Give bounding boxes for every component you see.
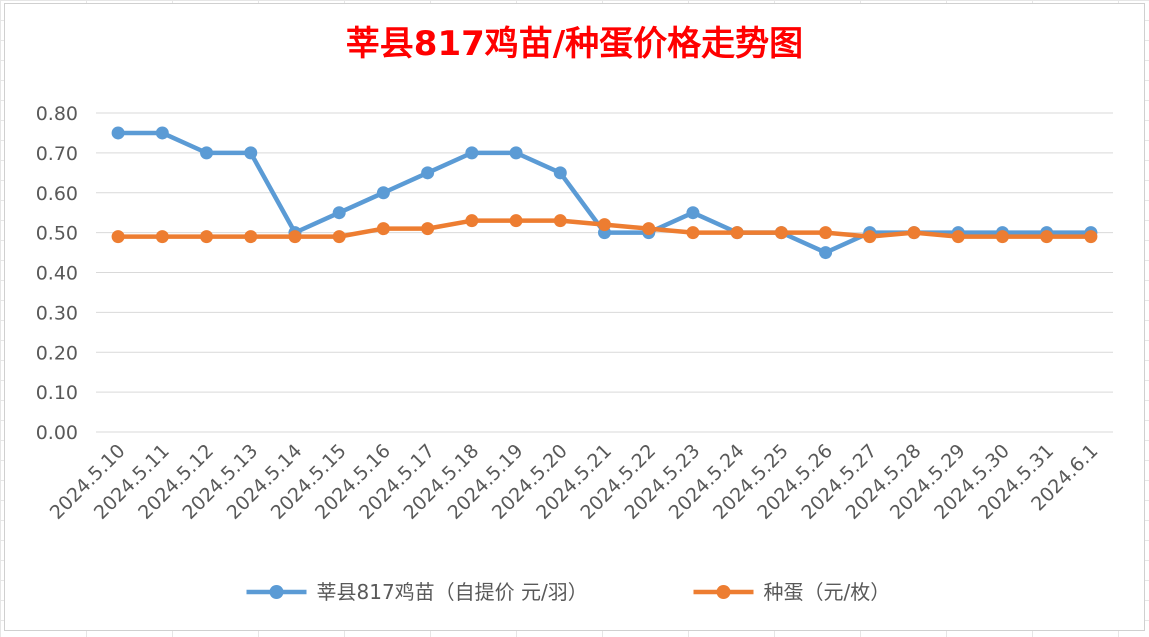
data-point-2 [907,226,921,240]
y-tick-label: 0.70 [36,143,78,165]
data-point-2 [465,214,479,228]
data-point-1 [200,146,214,160]
y-tick-label: 0.00 [36,422,78,444]
y-tick-label: 0.40 [36,263,78,285]
data-point-1 [509,146,523,160]
data-point-2 [244,230,258,244]
data-point-1 [155,126,169,140]
y-tick-label: 0.30 [36,302,78,324]
data-point-2 [376,222,390,236]
chart-area[interactable] [4,3,1145,631]
chart-title: 莘县817鸡苗/种蛋价格走势图 [345,24,804,64]
data-point-2 [421,222,435,236]
data-point-2 [951,230,965,244]
data-point-2 [995,230,1009,244]
data-point-2 [1040,230,1054,244]
data-point-2 [730,226,744,240]
data-point-2 [111,230,125,244]
data-point-2 [200,230,214,244]
data-point-1 [819,246,833,260]
y-tick-label: 0.60 [36,183,78,205]
data-point-2 [288,230,302,244]
legend-label-2: 种蛋（元/枚） [764,580,891,604]
data-point-1 [686,206,700,220]
data-point-2 [686,226,700,240]
data-point-1 [332,206,346,220]
y-tick-label: 0.20 [36,342,78,364]
y-tick-label: 0.80 [36,103,78,125]
data-point-1 [111,126,125,140]
data-point-2 [863,230,877,244]
data-point-2 [553,214,567,228]
data-point-2 [642,222,656,236]
y-tick-label: 0.50 [36,223,78,245]
legend-marker-2 [716,585,731,599]
data-point-2 [332,230,346,244]
y-tick-label: 0.10 [36,382,78,404]
data-point-1 [244,146,258,160]
data-point-2 [819,226,833,240]
data-point-2 [774,226,788,240]
data-point-1 [376,186,390,200]
data-point-1 [421,166,435,180]
legend-label-1: 莘县817鸡苗（自提价 元/羽） [317,580,588,604]
data-point-2 [1084,230,1098,244]
data-point-1 [465,146,479,160]
data-point-2 [598,218,611,232]
data-point-2 [509,214,523,228]
data-point-1 [553,166,567,180]
legend-marker-1 [269,585,284,599]
data-point-2 [155,230,169,244]
